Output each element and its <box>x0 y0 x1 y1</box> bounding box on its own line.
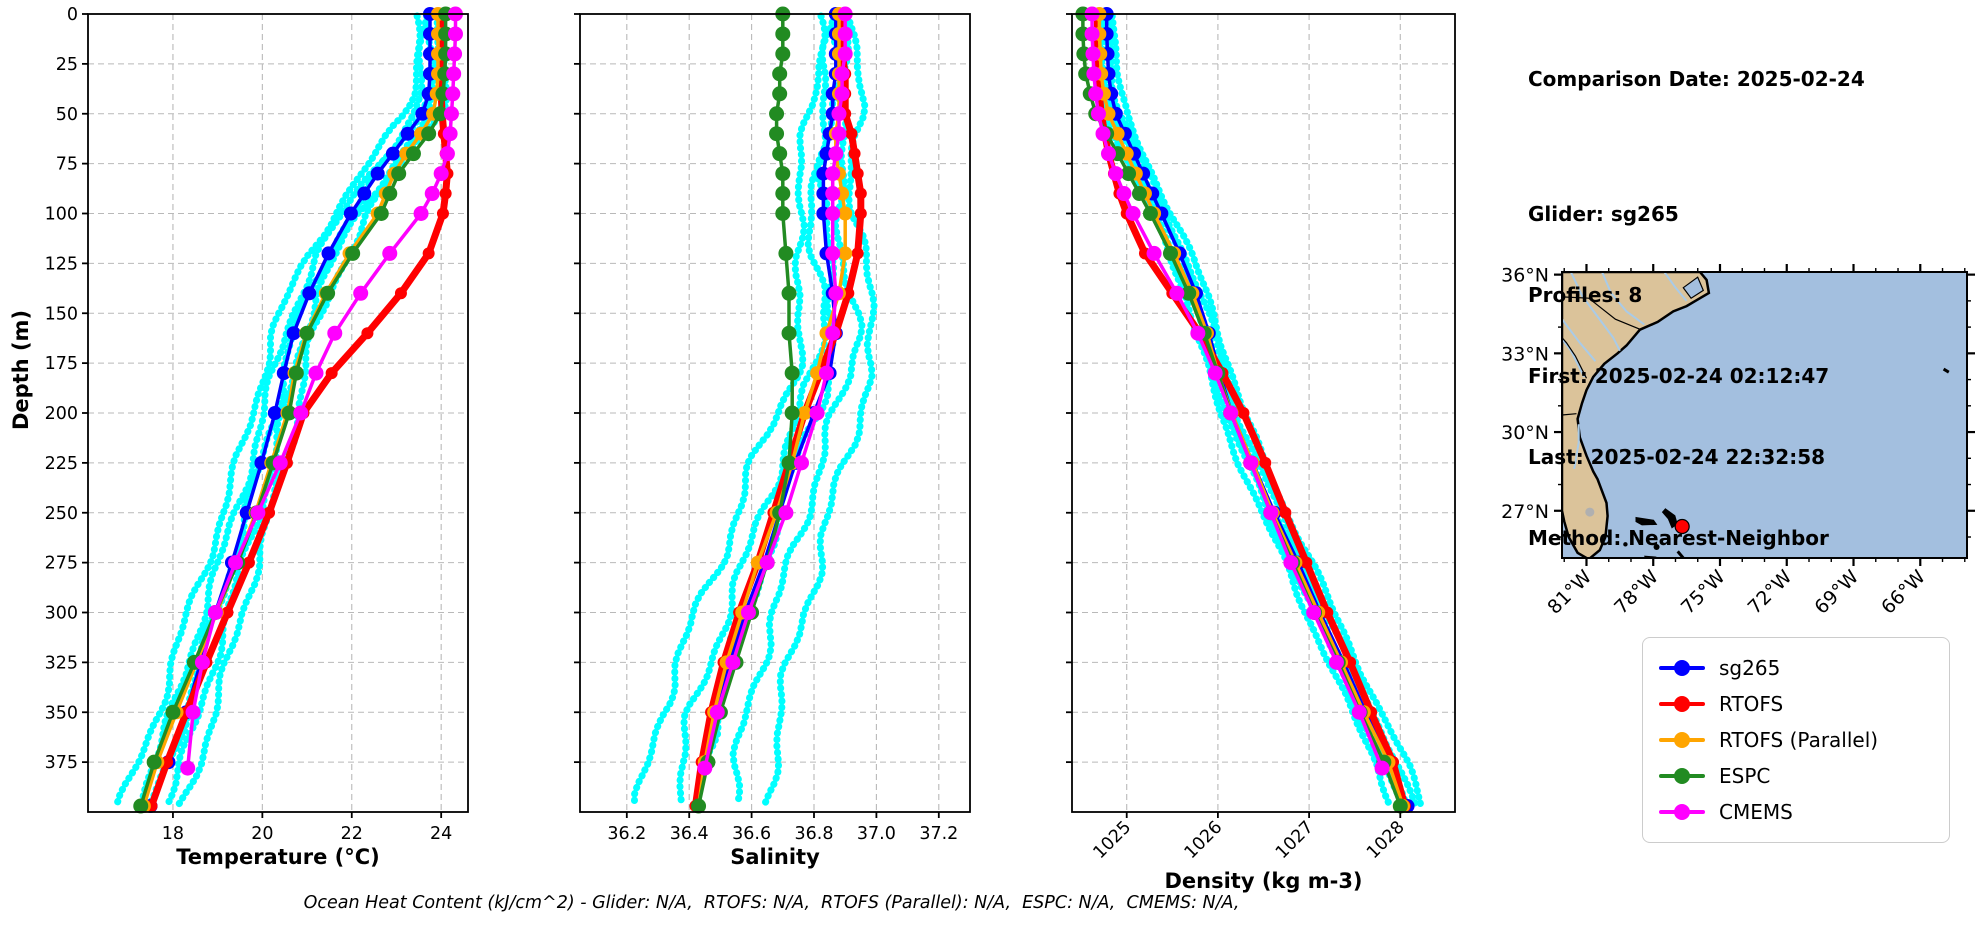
y-tick-label: 100 <box>45 205 78 225</box>
x-tick-label: 20 <box>251 824 273 844</box>
legend-item: RTOFS <box>1659 686 1933 722</box>
x-axis-label: Salinity <box>730 845 820 869</box>
x-tick-label: 36.2 <box>607 824 646 844</box>
legend-label: CMEMS <box>1719 800 1793 824</box>
raw-glider-profiles <box>1095 12 1424 808</box>
legend-label: RTOFS (Parallel) <box>1719 728 1879 752</box>
legend-line-marker <box>1659 809 1705 815</box>
series-CMEMS <box>697 6 853 776</box>
legend-label: ESPC <box>1719 764 1771 788</box>
map-state-border <box>1562 413 1577 416</box>
series-CMEMS <box>1084 6 1390 776</box>
map-lat-label: 36°N <box>1501 265 1549 287</box>
map-islands <box>1623 367 1950 558</box>
y-tick-label: 150 <box>45 304 78 324</box>
map-lat-label: 30°N <box>1501 422 1549 444</box>
comparison-date-text: Comparison Date: 2025-02-24 <box>1528 67 1865 91</box>
legend-line-marker <box>1659 665 1705 671</box>
map-lat-label: 33°N <box>1501 343 1549 365</box>
legend-item: sg265 <box>1659 650 1933 686</box>
x-tick-label: 22 <box>341 824 363 844</box>
series-CMEMS <box>180 6 463 776</box>
map-bermuda <box>1942 367 1950 374</box>
info-panel: Comparison Date: 2025-02-24 Glider: sg26… <box>1528 12 1978 579</box>
y-tick-label: 250 <box>45 504 78 524</box>
y-axis-label: Depth (m) <box>9 310 33 430</box>
map-state-border <box>1562 296 1642 331</box>
axis-ticks: 36.2 36.4 36.6 36.8 37.0 37.2 <box>574 13 958 844</box>
legend-item: ESPC <box>1659 758 1933 794</box>
map-river <box>1573 424 1580 469</box>
method-text: Method: Nearest-Neighbor <box>1528 526 1829 550</box>
x-tick-label: 24 <box>430 824 452 844</box>
legend-label: sg265 <box>1719 656 1781 680</box>
x-tick-label: 1025 <box>1090 817 1136 863</box>
series-RTOFS <box>1091 8 1411 813</box>
map-state-border <box>1562 337 1588 379</box>
x-tick-label: 1027 <box>1272 817 1318 863</box>
y-tick-label: 50 <box>56 105 78 125</box>
ohc-annotation: Ocean Heat Content (kJ/cm^2) - Glider: N… <box>303 893 1240 913</box>
legend-line-marker <box>1659 737 1705 743</box>
y-tick-label: 225 <box>45 454 78 474</box>
x-tick-label: 37.0 <box>857 824 896 844</box>
map-river <box>1601 272 1645 326</box>
axis-ticks: 18 20 22 24 0 25 50 75 100 125 150 175 200 225 250 275 3… <box>45 5 453 844</box>
x-tick-label: 37.2 <box>919 824 958 844</box>
x-axis-label: Temperature (°C) <box>176 845 379 869</box>
y-tick-label: 75 <box>56 155 78 175</box>
x-axis-label: Density (kg m-3) <box>1164 869 1362 893</box>
y-tick-label: 175 <box>45 354 78 374</box>
map-lake <box>1585 507 1595 517</box>
x-tick-label: 36.4 <box>670 824 709 844</box>
y-tick-label: 0 <box>67 5 78 25</box>
y-tick-label: 375 <box>45 753 78 773</box>
y-tick-label: 325 <box>45 653 78 673</box>
x-tick-label: 1028 <box>1363 817 1409 863</box>
map-coastline <box>1562 272 1711 558</box>
legend-label: RTOFS <box>1719 692 1784 716</box>
y-tick-label: 275 <box>45 554 78 574</box>
y-tick-label: 25 <box>56 55 78 75</box>
map-ticks <box>1554 264 1975 566</box>
y-tick-label: 350 <box>45 703 78 723</box>
y-tick-label: 300 <box>45 604 78 624</box>
map-sound <box>1682 276 1705 300</box>
series-sg265 <box>143 7 437 814</box>
map-river <box>1663 272 1688 302</box>
legend-item: CMEMS <box>1659 794 1933 830</box>
x-tick-label: 1026 <box>1181 817 1227 863</box>
glider-position-marker <box>1674 518 1690 535</box>
map-lat-label: 27°N <box>1501 501 1549 523</box>
legend: sg265 RTOFS RTOFS (Parallel) ESPC CMEMS <box>1642 637 1950 843</box>
first-time-text: First: 2025-02-24 02:12:47 <box>1528 364 1830 388</box>
y-tick-label: 200 <box>45 404 78 424</box>
y-tick-label: 125 <box>45 254 78 274</box>
map-area <box>1562 272 1967 558</box>
panel-temperature: 18 20 22 24 0 25 50 75 100 125 150 175 200 225 250 275 3… <box>9 5 469 869</box>
map-river <box>1569 272 1621 352</box>
map-river <box>1562 318 1597 362</box>
glider-text: Glider: sg265 <box>1528 202 1679 226</box>
last-time-text: Last: 2025-02-24 22:32:58 <box>1528 445 1826 469</box>
x-tick-label: 18 <box>162 824 184 844</box>
x-tick-label: 36.8 <box>795 824 834 844</box>
map-river <box>1562 338 1586 378</box>
legend-line-marker <box>1659 773 1705 779</box>
map-svg: 36°N33°N30°N27°N81°W 78°W 75°W 72°W 69°W 66°W <box>1501 264 1975 619</box>
legend-item: RTOFS (Parallel) <box>1659 722 1933 758</box>
panel-salinity: 36.2 36.4 36.6 36.8 37.0 37.2 Salinity <box>574 6 971 869</box>
profile-panels-svg: 18 20 22 24 0 25 50 75 100 125 150 175 200 225 250 275 3… <box>9 5 1456 893</box>
profiles-text: Profiles: 8 <box>1528 283 1643 307</box>
legend-line-marker <box>1659 701 1705 707</box>
x-tick-label: 36.6 <box>732 824 771 844</box>
